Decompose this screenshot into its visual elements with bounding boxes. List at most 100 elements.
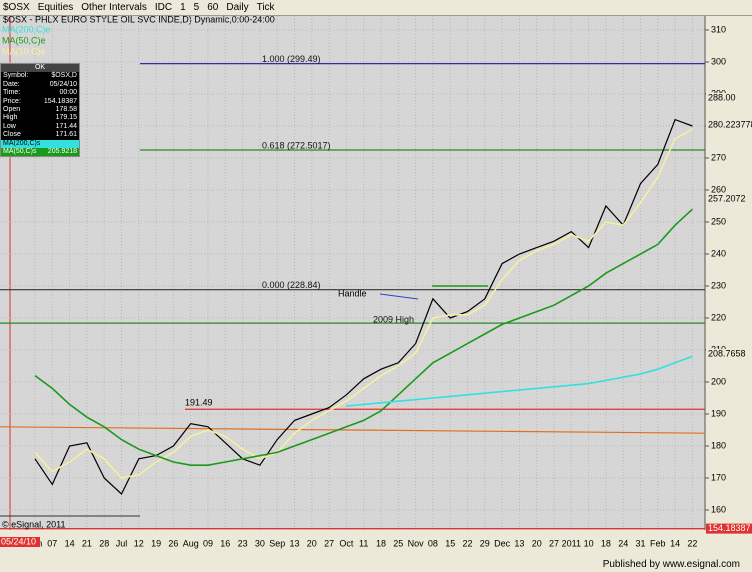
trend-line: [0, 426, 706, 434]
y-tick-label: 200: [711, 376, 726, 386]
y-axis-bg: [705, 16, 752, 558]
tool-item[interactable]: Tick: [256, 2, 275, 13]
tool-item[interactable]: Daily: [226, 2, 249, 13]
y-tick-label: 180: [711, 440, 726, 450]
value-tag: 257.2072: [708, 193, 746, 203]
value-tag-bg: [706, 523, 752, 534]
series-line: [34, 208, 693, 466]
row-value: $OSX,D: [51, 72, 77, 80]
x-tick-label: 30: [255, 538, 265, 548]
x-tick-label: 26: [168, 538, 178, 548]
row-key: Close: [3, 131, 21, 139]
level-label: 191.49: [185, 398, 213, 408]
value-tag-bg: [706, 93, 752, 103]
value-tag-bg: [706, 348, 752, 359]
value-tag: 208.7658: [708, 348, 746, 358]
value-tag: 280.223778: [708, 120, 752, 130]
toolbar: $OSX Equities Other Intervals IDC 1 5 60…: [0, 0, 752, 16]
x-tick-label: 20: [532, 538, 542, 548]
x-tick-label: Jul: [116, 538, 128, 548]
row-value: 179.15: [55, 114, 77, 122]
x-tick-label: 27: [324, 538, 334, 548]
tool-item[interactable]: Equities: [37, 2, 74, 13]
series-line: [34, 118, 693, 495]
row-value: 171.44: [55, 122, 77, 130]
symbol[interactable]: $OSX: [3, 2, 30, 13]
date-tag: 05/24/10: [1, 536, 36, 546]
x-tick-label: Sep: [269, 538, 285, 548]
value-tag: 288.00: [708, 92, 736, 102]
x-tick-label: 23: [238, 538, 248, 548]
data-window-row: High 179.15: [1, 114, 79, 122]
x-tick-label: 13: [514, 538, 524, 548]
data-window-row: MA(50,C)s 205.9218: [1, 148, 79, 157]
row-value: 178.58: [55, 106, 77, 114]
x-tick-label: Aug: [183, 538, 199, 548]
x-tick-label: 19: [151, 538, 161, 548]
x-tick-label: 29: [480, 538, 490, 548]
plot-bg: [0, 16, 705, 530]
row-value: 205.9218: [47, 148, 77, 156]
x-tick-label: 18: [601, 538, 611, 548]
y-tick-label: 310: [711, 24, 726, 34]
data-window-row: Open 178.58: [1, 106, 79, 114]
row-key: Symbol:: [3, 72, 29, 80]
data-window-header: OK: [1, 64, 79, 73]
y-tick-label: 160: [711, 504, 726, 514]
x-tick-label: 2011: [562, 538, 581, 548]
data-window-row: Date: 05/24/10: [1, 81, 79, 89]
x-tick-label: Dec: [494, 538, 511, 548]
x-tick-label: 14: [670, 538, 680, 548]
row-key: MA(200,C)s: [3, 139, 41, 147]
x-tick-label: Oct: [339, 538, 354, 548]
y-tick-label: 190: [711, 408, 726, 418]
x-tick-label: 24: [618, 538, 628, 548]
date-tag-bg: [0, 537, 40, 547]
footer: Published by www.esignal.com: [0, 558, 752, 572]
tool-item[interactable]: 1: [180, 2, 186, 13]
row-value: 154.18387: [43, 97, 77, 105]
y-tick-label: 230: [711, 280, 726, 290]
x-tick-label: 13: [289, 538, 299, 548]
x-tick-label: 22: [687, 538, 697, 548]
value-tag-bg: [706, 120, 752, 131]
data-window: OK Symbol: $OSX,D Date: 05/24/10 Time: 00:00 Pr…: [0, 63, 80, 158]
annotation: Handle: [338, 288, 367, 298]
tool-item[interactable]: IDC: [154, 2, 173, 13]
row-value: 05/24/10: [49, 80, 77, 88]
row-value: 171.61: [55, 131, 77, 139]
row-key: High: [3, 114, 18, 122]
row-value: 00:00: [59, 89, 77, 97]
data-window-row: MA(200,C)s: [1, 139, 79, 149]
y-tick-label: 220: [711, 312, 726, 322]
row-key: Open: [3, 106, 21, 114]
x-tick-label: Feb: [650, 538, 666, 548]
x-tick-label: 20: [307, 538, 317, 548]
x-tick-label: 27: [549, 538, 559, 548]
x-tick-label: 14: [65, 538, 75, 548]
x-tick-label: 10: [584, 538, 594, 548]
series-line: [346, 355, 693, 407]
tool-item[interactable]: Other Intervals: [81, 2, 147, 13]
copyright: © eSignal, 2011: [2, 519, 66, 529]
tool-item[interactable]: 5: [193, 2, 200, 13]
y-tick-label: 240: [711, 248, 726, 258]
x-tick-label: 11: [359, 538, 368, 548]
data-window-row: Symbol: $OSX,D: [1, 72, 79, 80]
x-tick-label: 09: [203, 538, 213, 548]
series-line: [34, 128, 693, 479]
row-key: Time:: [3, 89, 21, 97]
y-tick-label: 250: [711, 216, 726, 226]
tool-item[interactable]: 60: [207, 2, 219, 13]
x-tick-label: 28: [99, 538, 109, 548]
chart: $OSX - PHLX EURO STYLE OIL SVC INDE,D) D…: [0, 16, 752, 558]
level-label: 2009 High: [373, 314, 414, 324]
x-tick-label: 15: [445, 538, 455, 548]
y-tick-label: 170: [711, 472, 726, 482]
legend-entry: MA(10,C)e: [2, 46, 46, 56]
x-tick-label: 12: [134, 538, 144, 548]
legend-entry: MA(200,C)e: [2, 24, 51, 34]
x-tick-label: 21: [82, 538, 92, 548]
x-tick-label: Nov: [408, 538, 425, 548]
